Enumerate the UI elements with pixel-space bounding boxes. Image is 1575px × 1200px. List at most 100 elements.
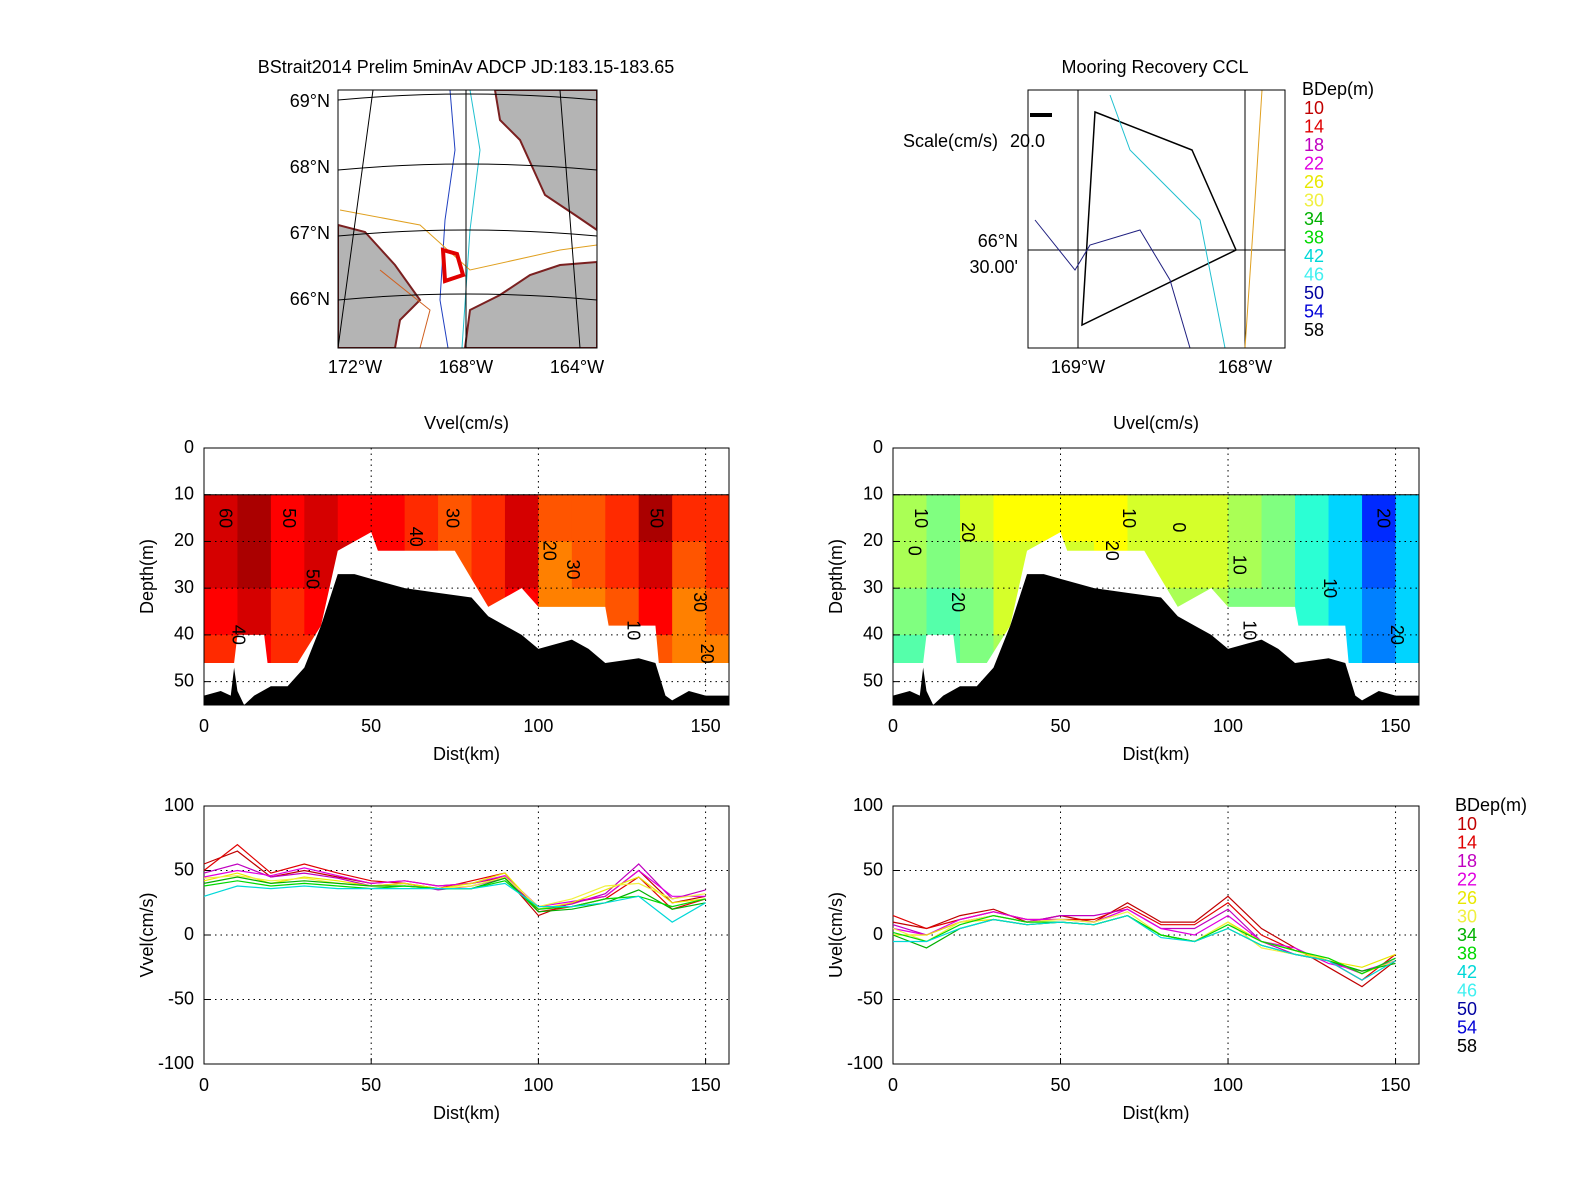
- field-cell: [1362, 541, 1397, 589]
- contour-label: 30: [443, 508, 463, 528]
- contour-label: 50: [647, 508, 667, 528]
- y-tick-label: 50: [174, 859, 194, 879]
- field-cell: [672, 588, 707, 636]
- plot-frame: [203, 447, 730, 706]
- field-cell: [571, 541, 606, 589]
- contour-label: 40: [406, 527, 426, 547]
- contour-label: 30: [563, 559, 583, 579]
- field-cell: [337, 494, 372, 543]
- field-cell: [204, 588, 239, 636]
- field-cell: [504, 541, 539, 589]
- x-tick-label: 50: [361, 1075, 381, 1095]
- field-cell: [270, 588, 305, 636]
- field-cell: [1295, 494, 1330, 543]
- bathymetry: [204, 574, 729, 705]
- contour-label: 40: [229, 625, 249, 645]
- y-tick-label: 40: [174, 624, 194, 644]
- x-tick-label: 0: [888, 1075, 898, 1095]
- x-tick-label: 100: [1213, 716, 1243, 736]
- y-axis-label: Uvel(cm/s): [826, 892, 846, 978]
- scale-value: 20.0: [1010, 131, 1045, 151]
- x-axis-label: Dist(km): [1123, 744, 1190, 764]
- x-axis-label: Dist(km): [1123, 1103, 1190, 1123]
- y-axis-label: Vvel(cm/s): [137, 893, 157, 978]
- field-cell: [1295, 541, 1330, 589]
- field-cell: [538, 494, 573, 543]
- contour-label: 10: [1320, 578, 1340, 598]
- legend-entry: 58: [1304, 320, 1324, 340]
- field-cell: [204, 494, 239, 543]
- field-cell: [538, 541, 573, 589]
- y-tick-label: 0: [873, 924, 883, 944]
- y-tick-label: 0: [873, 437, 883, 457]
- field-cell: [1027, 494, 1062, 543]
- lat-minutes: 30.00': [970, 257, 1018, 277]
- contour-label: 50: [279, 508, 299, 528]
- contour-label: 10: [1239, 620, 1259, 640]
- field-cell: [304, 494, 339, 543]
- lat-label: 66°N: [978, 231, 1018, 251]
- field-cell: [926, 588, 961, 636]
- legend-entry: 54: [1304, 301, 1324, 321]
- field-cell: [270, 494, 305, 543]
- field-cell: [1127, 494, 1162, 543]
- field-cell: [638, 541, 673, 589]
- field-cell: [471, 541, 506, 589]
- plot-frame: [203, 805, 730, 1065]
- x-tick-label: 100: [523, 1075, 553, 1095]
- field-cell: [504, 494, 539, 543]
- lon-label: 164°W: [550, 357, 604, 377]
- field-cell: [1194, 541, 1229, 589]
- lat-label: 66°N: [290, 289, 330, 309]
- field-cell: [893, 494, 928, 543]
- x-tick-label: 50: [1051, 716, 1071, 736]
- legend-title: BDep(m): [1455, 795, 1527, 815]
- x-tick-label: 0: [199, 716, 209, 736]
- x-tick-label: 150: [691, 1075, 721, 1095]
- field-cell: [1261, 494, 1296, 543]
- field-cell: [1228, 494, 1263, 543]
- field-cell: [1094, 494, 1129, 543]
- field-cell: [893, 541, 928, 589]
- series-line: [203, 882, 706, 923]
- field-cell: [270, 541, 305, 589]
- lon-label: 172°W: [328, 357, 382, 377]
- field-cell: [893, 588, 928, 636]
- legend-entry: 26: [1304, 172, 1324, 192]
- lat-label: 67°N: [290, 223, 330, 243]
- field-cell: [1161, 494, 1196, 543]
- x-tick-label: 150: [1381, 716, 1411, 736]
- y-tick-label: 40: [863, 624, 883, 644]
- mooring-panel: Mooring Recovery CCL Scale(cm/s) 20.0 66…: [903, 57, 1374, 377]
- y-tick-label: 100: [853, 795, 883, 815]
- series-line: [892, 914, 1396, 975]
- y-tick-label: -50: [168, 988, 194, 1008]
- y-tick-label: -50: [857, 988, 883, 1008]
- legend-entry: 14: [1304, 116, 1324, 136]
- contour-label: 10: [1229, 555, 1249, 575]
- y-tick-label: 10: [174, 483, 194, 503]
- legend-entry: 30: [1304, 190, 1324, 210]
- x-tick-label: 50: [361, 716, 381, 736]
- legend-entry: 30: [1457, 906, 1477, 926]
- bathymetry: [893, 574, 1419, 705]
- field-cell: [1328, 494, 1363, 543]
- contour-label: 50: [302, 569, 322, 589]
- field-cell: [1161, 541, 1196, 589]
- contour-label: 20: [948, 592, 968, 612]
- field-cell: [1395, 588, 1419, 636]
- series-line: [203, 875, 706, 908]
- field-cell: [438, 494, 473, 543]
- legend-entry: 46: [1304, 264, 1324, 284]
- legend-entry: 42: [1304, 246, 1324, 266]
- field-cell: [926, 494, 961, 543]
- chart-title: Vvel(cm/s): [424, 413, 509, 433]
- contour-label: 20: [540, 541, 560, 561]
- legend-entry: 18: [1457, 851, 1477, 871]
- legend-title: BDep(m): [1302, 79, 1374, 99]
- x-tick-label: 150: [691, 716, 721, 736]
- series-line: [892, 895, 1396, 988]
- scale-label: Scale(cm/s): [903, 131, 998, 151]
- legend-entry: 50: [1304, 283, 1324, 303]
